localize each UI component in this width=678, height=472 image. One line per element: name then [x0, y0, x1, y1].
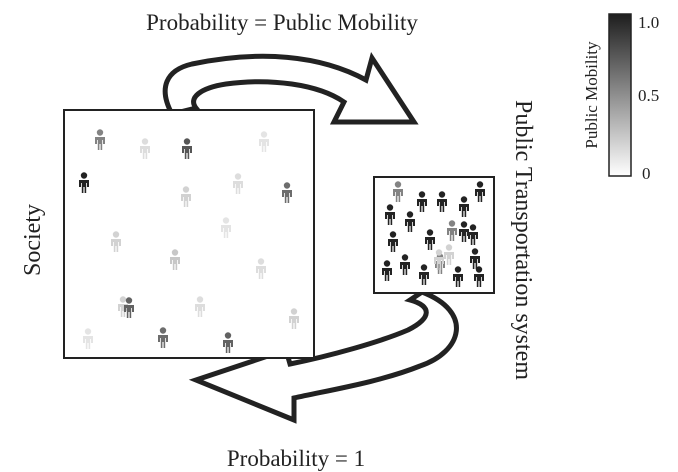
- top-arrow: [162, 51, 419, 125]
- society-label: Society: [20, 204, 46, 276]
- colorbar-tick-mid: 0.5: [638, 86, 659, 105]
- transport-label: Public Transportation system: [510, 100, 536, 380]
- colorbar-tick-high: 1.0: [638, 13, 659, 32]
- top-probability-label: Probability = Public Mobility: [146, 10, 418, 35]
- bottom-arrow: [188, 289, 459, 424]
- bottom-probability-label: Probability = 1: [227, 446, 365, 471]
- colorbar-title: Public Mobility: [582, 41, 601, 149]
- colorbar-tick-low: 0: [642, 164, 651, 183]
- colorbar: [608, 13, 632, 177]
